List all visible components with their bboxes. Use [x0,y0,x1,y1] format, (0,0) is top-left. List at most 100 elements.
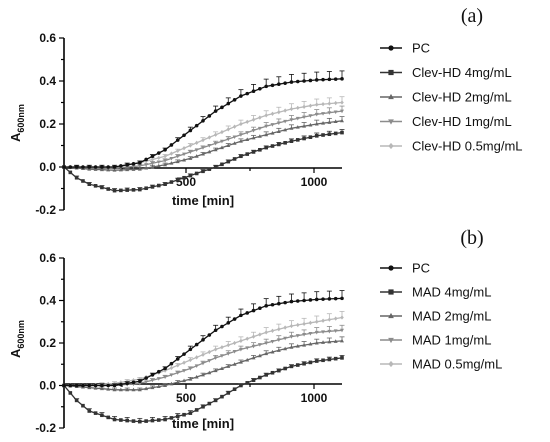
data-point [321,318,325,323]
data-point [289,106,294,112]
data-point [175,363,180,368]
data-point [194,140,199,145]
data-point [302,333,307,337]
data-point [232,141,237,145]
data-point [327,101,332,106]
data-point [232,157,237,161]
data-point [321,133,325,137]
data-point [131,188,136,192]
data-point [169,365,174,371]
legend-label: Clev-HD 2mg/mL [412,90,512,105]
data-point [327,339,332,344]
data-point [340,356,344,360]
data-point [340,315,344,320]
data-point [169,151,174,156]
y-tick-label: 0.4 [39,294,56,308]
y-tick-label: -0.2 [35,421,56,435]
data-point [194,408,199,412]
panel-b: 0.6 0.4 0.2 0.0 -0.2 500 1000 time [min] A600nm (… [8,227,502,435]
series-2 [62,336,345,392]
data-point [232,340,237,346]
data-point [340,118,344,123]
data-point [276,348,281,352]
data-point [232,387,237,392]
data-point [226,391,231,395]
x-tick-label: 1000 [301,391,328,405]
data-point [112,417,117,422]
data-point [321,297,325,301]
data-point [74,175,79,180]
data-point [220,105,224,110]
data-point [258,115,262,120]
data-point [289,126,294,130]
data-point [232,350,237,354]
data-point [277,82,281,87]
data-point [156,160,161,165]
data-point [239,338,243,344]
series-4 [62,310,345,388]
data-point [188,150,193,155]
data-point [175,178,180,182]
data-point [333,316,338,321]
data-point [283,336,288,341]
data-point [327,357,332,362]
data-point [68,170,73,175]
data-point [163,375,168,380]
data-point [144,186,148,191]
data-point [182,146,186,151]
data-point [295,363,300,367]
data-point [62,383,66,388]
legend-label: Clev-HD 4mg/mL [412,65,512,80]
panel-label: (a) [461,5,483,27]
data-point [226,137,231,142]
data-point [327,329,332,334]
data-point [182,133,186,138]
data-point [131,165,136,169]
data-point [163,368,167,373]
data-point [283,81,287,85]
data-point [270,302,275,307]
legend-entry: MAD 0.5mg/mL [380,357,502,372]
data-point [163,182,167,186]
data-point [289,364,294,369]
data-point [232,135,237,140]
data-point [207,333,212,337]
data-point [302,321,306,327]
data-point [169,381,174,386]
data-point [245,91,250,96]
data-point [213,368,218,373]
data-point [81,165,85,169]
data-point [340,338,344,343]
data-point [302,298,306,303]
data-point [106,167,111,172]
data-point [201,151,205,156]
legend-label: Clev-HD 1mg/mL [412,114,512,129]
data-point [163,366,167,371]
data-point [340,100,344,105]
data-point [251,150,256,154]
data-point [308,341,313,346]
data-point [213,356,218,361]
data-point [340,77,344,81]
data-point [238,359,243,364]
x-tick-label: 500 [176,391,196,405]
y-axis-title-main: A [8,348,23,358]
data-point [270,130,275,135]
data-point [257,353,262,358]
data-point [295,116,300,121]
data-point [106,187,111,191]
data-point [264,330,268,335]
data-point [194,148,199,152]
data-point [245,311,250,315]
data-point [163,148,167,152]
y-tick-label: -0.2 [35,203,56,217]
data-point [251,89,256,94]
series-line [63,120,343,171]
data-point [333,100,338,106]
data-point [207,401,212,406]
data-point [163,154,167,159]
data-point [226,143,231,147]
data-point [119,382,123,387]
data-point [226,364,231,368]
data-point [295,79,300,84]
